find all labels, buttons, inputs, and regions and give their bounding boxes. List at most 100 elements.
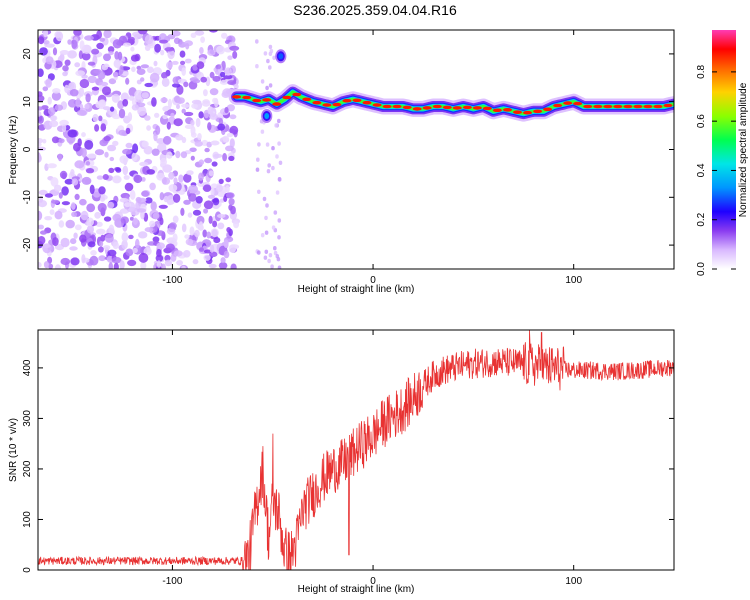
noise-cell <box>267 163 272 168</box>
dominant-peak <box>382 104 392 109</box>
noise-cell <box>47 96 52 105</box>
noise-cell <box>209 88 219 96</box>
noise-cell <box>168 184 178 192</box>
noise-cell <box>44 193 54 198</box>
noise-cell <box>112 71 119 78</box>
x-tick-label: -100 <box>162 275 182 286</box>
noise-cell <box>194 140 203 147</box>
noise-cell <box>267 258 271 264</box>
noise-cell <box>209 30 218 33</box>
noise-cell <box>206 231 211 239</box>
noise-cell <box>217 123 226 131</box>
noise-cell <box>103 30 112 39</box>
snr-ticks: -100 0 100 0 100 200 300 400 <box>22 330 674 587</box>
noise-cell <box>277 141 281 146</box>
dominant-peak <box>442 105 452 110</box>
noise-cell <box>120 216 129 224</box>
noise-cell <box>95 221 103 227</box>
noise-cell <box>112 241 119 250</box>
noise-cell <box>269 48 274 54</box>
noise-cell <box>175 134 184 141</box>
noise-cell <box>120 208 127 214</box>
noise-cell <box>108 262 113 269</box>
noise-cell <box>132 143 139 154</box>
noise-cell <box>152 236 160 243</box>
noise-cell <box>99 240 104 247</box>
noise-cell <box>225 177 232 183</box>
noise-cell <box>38 224 44 230</box>
noise-cell <box>275 190 280 195</box>
noise-cell <box>224 67 232 76</box>
noise-cell <box>168 222 177 230</box>
x-tick-label: -100 <box>162 576 182 587</box>
noise-cell <box>89 255 99 266</box>
noise-cell <box>146 125 152 131</box>
noise-cell <box>136 102 146 108</box>
noise-cell <box>266 169 271 174</box>
noise-cell <box>96 42 104 50</box>
noise-cell <box>215 64 222 70</box>
noise-cell <box>122 165 129 176</box>
dominant-peak <box>312 100 322 105</box>
noise-cell <box>70 257 80 266</box>
noise-cell <box>228 198 235 206</box>
noise-cell <box>131 152 138 162</box>
noise-cell <box>176 104 180 110</box>
noise-cell <box>67 129 78 138</box>
noise-cell <box>200 76 207 83</box>
noise-cell <box>133 174 143 184</box>
y-tick-label: -20 <box>22 237 33 252</box>
noise-cell <box>81 132 86 138</box>
noise-cell <box>229 138 235 148</box>
noise-cell <box>278 160 283 165</box>
noise-cell <box>99 196 106 202</box>
noise-cell <box>84 103 90 110</box>
noise-cell <box>102 174 109 180</box>
noise-cell <box>226 132 234 138</box>
noise-cell <box>107 144 117 152</box>
noise-cell <box>211 229 218 238</box>
noise-cell <box>192 79 201 84</box>
y-tick-label: 0 <box>22 146 33 152</box>
noise-cell <box>166 121 171 130</box>
colorbar-tick-label: 0.8 <box>696 64 707 78</box>
noise-cell <box>209 113 218 120</box>
noise-cell <box>87 241 96 248</box>
noise-cell <box>127 112 133 122</box>
noise-cell <box>38 106 44 111</box>
noise-cell <box>74 193 80 200</box>
colorbar-tick-label: 0.6 <box>696 114 707 128</box>
noise-cell <box>161 77 170 87</box>
noise-cell <box>197 133 202 141</box>
noise-cell <box>167 34 176 40</box>
noise-cell <box>218 178 224 184</box>
noise-cell <box>108 224 115 235</box>
noise-cell <box>175 150 181 159</box>
dominant-peak <box>553 103 563 108</box>
noise-cell <box>62 71 68 77</box>
noise-cell <box>208 170 214 177</box>
noise-cell <box>232 50 238 59</box>
noise-cell <box>85 168 95 174</box>
noise-cell <box>194 30 205 36</box>
noise-cell <box>100 123 107 132</box>
noise-cell <box>265 85 269 91</box>
x-tick-label: 0 <box>370 275 376 286</box>
noise-cell <box>183 111 194 117</box>
noise-cell <box>257 250 261 255</box>
noise-cell <box>69 89 79 97</box>
noise-cell <box>81 176 92 185</box>
noise-cell <box>122 148 132 155</box>
noise-cell <box>113 59 121 68</box>
noise-cell <box>215 185 223 192</box>
noise-cell <box>75 70 86 77</box>
noise-cell <box>99 37 106 42</box>
dominant-peak <box>292 92 302 97</box>
noise-cell <box>176 97 185 104</box>
noise-cell <box>96 175 104 180</box>
noise-cell <box>195 196 203 204</box>
noise-cell <box>266 58 270 64</box>
noise-cell <box>45 78 52 88</box>
noise-cell <box>104 151 109 158</box>
noise-cell <box>212 75 221 82</box>
